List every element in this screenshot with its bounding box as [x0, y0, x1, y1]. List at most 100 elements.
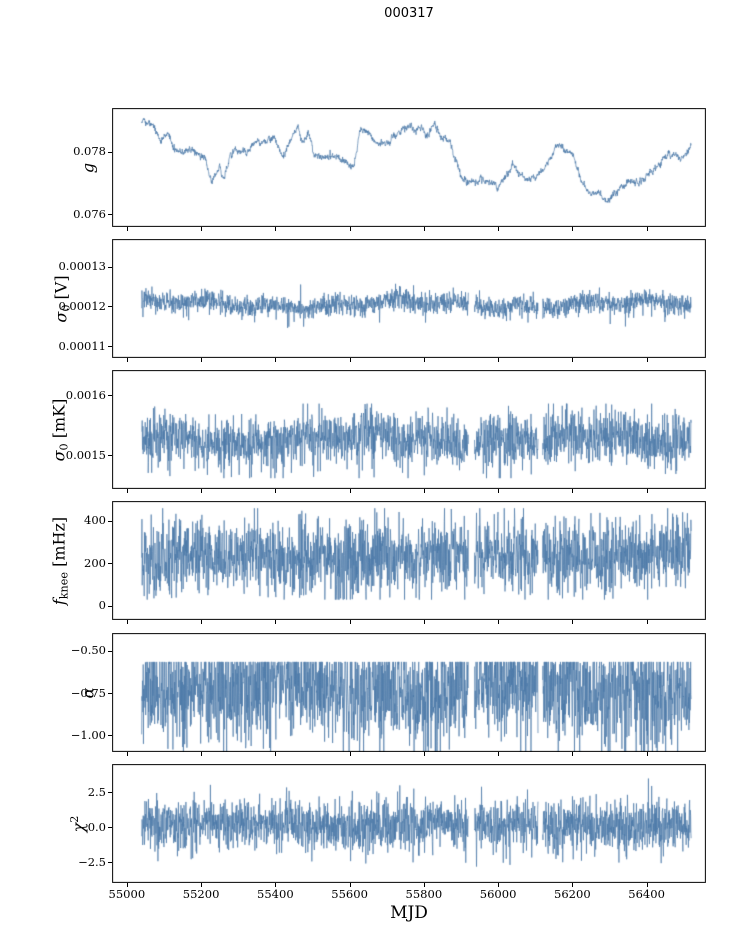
x-tickmark [424, 489, 425, 493]
x-tickmark [424, 883, 425, 887]
x-tickmark [498, 752, 499, 756]
x-tickmark [350, 489, 351, 493]
x-tickmark [647, 752, 648, 756]
y-tick-label: 0.00013 [58, 259, 106, 274]
x-tickmark [498, 358, 499, 362]
y-tick-label: −1.00 [70, 727, 106, 742]
y-tick-label: 0 [98, 598, 106, 613]
y-axis-label-part: g [78, 162, 98, 173]
x-tickmark [127, 489, 128, 493]
y-tickmark [108, 455, 112, 456]
x-tickmark [647, 883, 648, 887]
x-tickmark [572, 752, 573, 756]
y-tickmark [108, 606, 112, 607]
x-tickmark [350, 883, 351, 887]
y-tickmark [108, 563, 112, 564]
y-tickmark [108, 346, 112, 347]
y-tickmark [108, 862, 112, 863]
x-tickmark [572, 883, 573, 887]
x-tickmark [127, 883, 128, 887]
panel-fknee: fknee [mHz] 400 200 0 [0, 501, 741, 624]
x-tickmark [275, 358, 276, 362]
y-tickmark [108, 651, 112, 652]
x-tickmark [647, 489, 648, 493]
x-tickmark [275, 620, 276, 624]
x-tick-label: 55400 [257, 887, 294, 901]
y-tickmark [108, 521, 112, 522]
x-tickmark [201, 489, 202, 493]
panel-sigma0-mk: σ0 [mK] 0.0016 0.0015 [0, 370, 741, 493]
x-tickmark [350, 752, 351, 756]
y-tickmark [108, 693, 112, 694]
y-axis-label-g: g [79, 162, 98, 172]
x-tickmark [275, 489, 276, 493]
y-tickmark [108, 792, 112, 793]
plot-canvas-g [112, 108, 706, 227]
y-tick-label: 0.078 [73, 144, 106, 159]
x-tickmark [647, 227, 648, 231]
y-tickmark [108, 395, 112, 396]
x-tickmark [424, 620, 425, 624]
y-tickmark [108, 214, 112, 215]
y-tick-label: 2.5 [87, 784, 106, 799]
panel-chi2: χ2 2.5 0.0 −2.5 [0, 764, 741, 887]
y-tick-label: 0.00012 [58, 298, 106, 313]
plot-canvas-sigma0-v [112, 239, 706, 358]
x-tickmark [424, 752, 425, 756]
x-tick-label: 56400 [628, 887, 665, 901]
x-tickmark [350, 227, 351, 231]
y-tickmark [108, 267, 112, 268]
y-tick-label: 400 [84, 513, 106, 528]
x-tick-label: 56000 [479, 887, 517, 901]
x-tick-label: 55800 [405, 887, 443, 901]
y-tick-label: −0.50 [70, 643, 106, 658]
panel-sigma0-v: σ0 [V] 0.00013 0.00012 0.00011 [0, 239, 741, 362]
x-tickmark [127, 752, 128, 756]
panel-g: g 0.078 0.076 [0, 108, 741, 231]
y-tick-label: 0.0016 [65, 387, 106, 402]
y-tickmark [108, 306, 112, 307]
x-tickmark [572, 227, 573, 231]
plot-canvas-alpha [112, 633, 706, 752]
x-tickmark [350, 358, 351, 362]
y-tickmark [108, 152, 112, 153]
x-tickmark [498, 883, 499, 887]
y-tickmark [108, 735, 112, 736]
plot-canvas-fknee [112, 501, 706, 620]
y-axis-label-part: [mK] [49, 398, 69, 443]
x-tickmark [201, 227, 202, 231]
x-tickmark [275, 883, 276, 887]
panel-alpha: α −0.50 −0.75 −1.00 [0, 633, 741, 756]
x-tickmark [498, 489, 499, 493]
x-tickmark [201, 620, 202, 624]
x-tickmark [127, 358, 128, 362]
x-tickmark [275, 227, 276, 231]
y-tick-label: 200 [84, 555, 106, 570]
x-tickmark [572, 358, 573, 362]
x-tickmark [127, 227, 128, 231]
plot-canvas-chi2 [112, 764, 706, 883]
y-axis-label-part: knee [57, 571, 71, 599]
y-tickmark [108, 827, 112, 828]
x-axis-label: MJD [390, 903, 428, 923]
x-tickmark [498, 227, 499, 231]
y-tick-label: −2.5 [78, 854, 106, 869]
x-tickmark [647, 620, 648, 624]
x-tickmark [572, 489, 573, 493]
x-tickmark [201, 358, 202, 362]
y-tick-label: 0.00011 [58, 338, 106, 353]
x-tickmark [127, 620, 128, 624]
x-tickmark [350, 620, 351, 624]
y-tick-label: 0.0015 [65, 447, 106, 462]
x-tick-label: 56200 [554, 887, 591, 901]
y-tick-label: 0.076 [73, 206, 106, 221]
x-tick-label: 55200 [182, 887, 220, 901]
y-tick-label: 0.0 [87, 819, 106, 834]
x-tickmark [275, 752, 276, 756]
x-tick-label: 55600 [331, 887, 368, 901]
x-tick-label: 55000 [108, 887, 146, 901]
x-tickmark [424, 358, 425, 362]
x-tickmark [572, 620, 573, 624]
x-tickmark [201, 883, 202, 887]
